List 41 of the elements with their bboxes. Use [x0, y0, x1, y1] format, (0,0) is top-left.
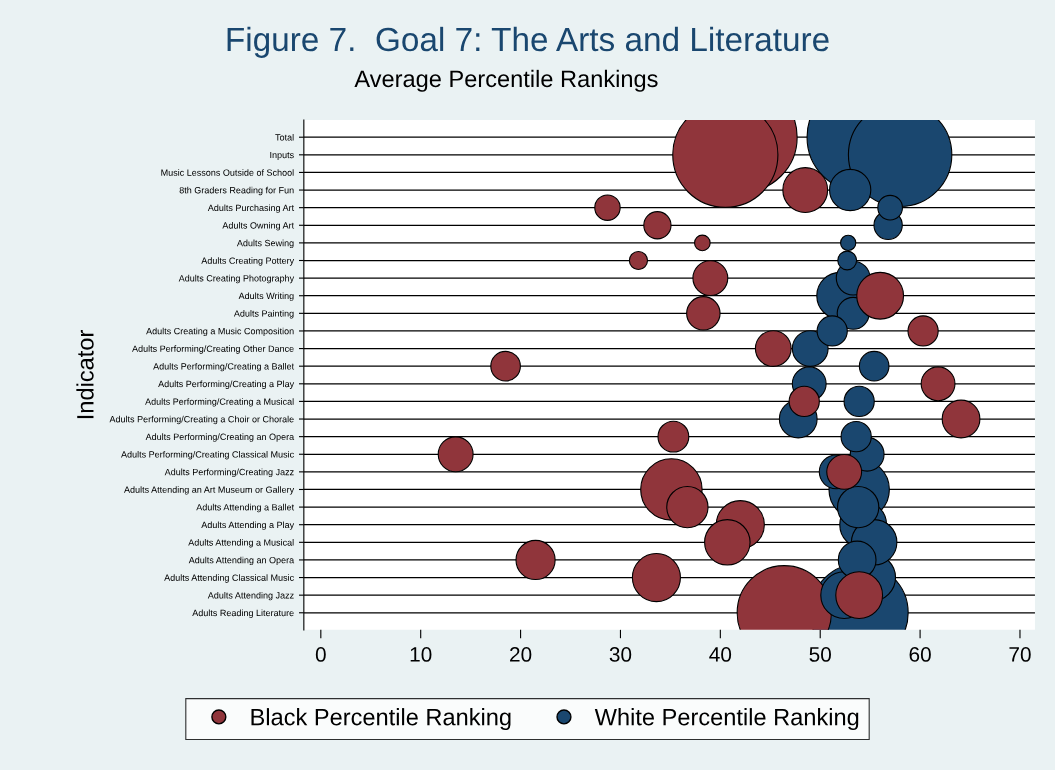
y-tick-label: Adults Attending Jazz [207, 591, 294, 601]
legend-label: White Percentile Ranking [594, 708, 859, 731]
y-tick-label: Adults Attending Classical Music [164, 574, 294, 583]
y-tick-label: Adults Performing/Creating a Choir or Chorale [109, 415, 294, 425]
x-tick-label: 60 [909, 647, 931, 662]
x-tick-label: 50 [809, 647, 831, 662]
legend-label: Black Percentile Ranking [251, 708, 511, 731]
y-axis-title: Indicator [76, 330, 94, 419]
y-tick-label: Adults Attending a Ballet [196, 503, 295, 513]
y-tick-label: Adults Writing [238, 292, 294, 301]
chart-subtitle: Average Percentile Rankings [354, 69, 658, 92]
x-tick-label: 0 [315, 647, 326, 662]
x-tick-label: 10 [410, 647, 432, 662]
y-tick-label: Adults Attending a Musical [188, 539, 294, 548]
x-tick-label: 70 [1009, 647, 1031, 662]
y-tick-label: Adults Creating Photography [178, 274, 295, 284]
y-tick-label: Adults Performing/Creating Other Dance [132, 345, 294, 354]
y-tick-label: Adults Creating Pottery [201, 257, 295, 266]
y-tick-label: Adults Performing/Creating Jazz [164, 468, 294, 478]
y-tick-label: Adults Attending an Art Museum or Gallery [124, 486, 295, 495]
y-tick-label: Adults Performing/Creating a Ballet [153, 362, 295, 372]
y-tick-label: Adults Painting [233, 310, 294, 319]
x-tick-label: 20 [510, 647, 532, 662]
y-tick-label: Inputs [270, 151, 294, 160]
y-tick-label: Adults Creating a Music Composition [146, 327, 294, 337]
y-tick-label: Adults Performing/Creating Classical Music [121, 450, 294, 460]
x-tick-label: 40 [709, 647, 732, 662]
y-tick-label: Adults Reading Literature [192, 609, 294, 618]
y-tick-label: 8th Graders Reading for Fun [179, 186, 294, 196]
y-tick-label: Adults Performing/Creating an Opera [145, 433, 295, 442]
y-tick-label: Adults Owning Art [222, 222, 295, 231]
y-tick-label: Adults Sewing [236, 239, 294, 249]
y-tick-label: Adults Attending a Play [201, 521, 295, 530]
x-tick-label: 30 [609, 647, 632, 662]
y-tick-label: Adults Purchasing Art [207, 204, 295, 213]
y-tick-label: Adults Performing/Creating a Play [158, 380, 295, 389]
y-tick-label: Adults Attending an Opera [188, 556, 295, 566]
y-tick-label: Total [275, 133, 294, 141]
y-tick-label: Adults Performing/Creating a Musical [145, 398, 294, 407]
y-tick-label: Music Lessons Outside of School [161, 169, 294, 176]
chart-title: Figure 7. Goal 7: The Arts and Literature [227, 26, 829, 58]
